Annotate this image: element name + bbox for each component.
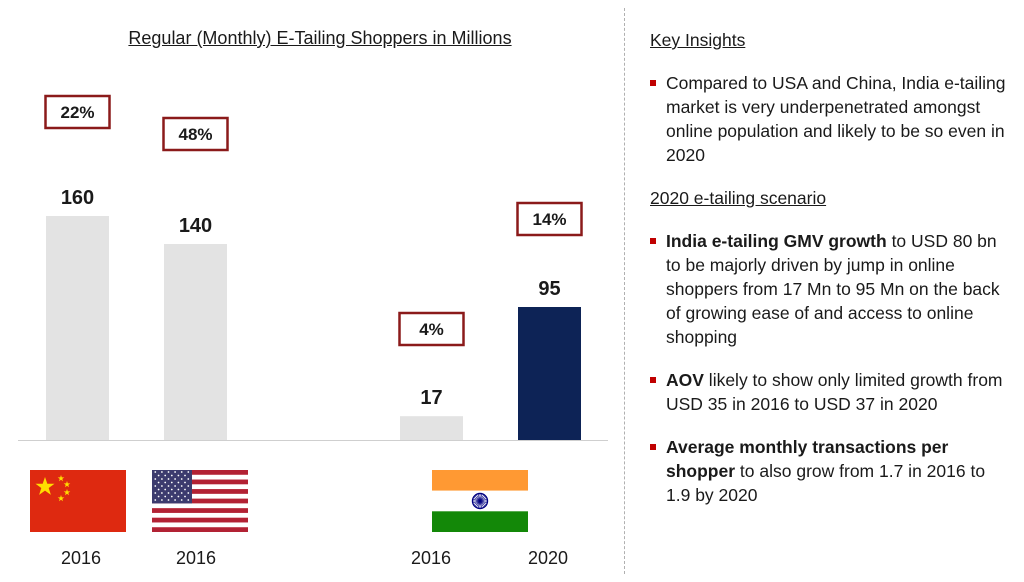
data-label-usa-2016: 140 bbox=[179, 215, 212, 237]
insight-bold: Average monthly transactions per shopper bbox=[666, 437, 949, 481]
insight-text: Compared to USA and China, India e-taili… bbox=[666, 73, 1006, 165]
penetration-label-india-2020: 14% bbox=[532, 210, 566, 229]
penetration-label-usa-2016: 48% bbox=[178, 125, 212, 144]
year-label-india-2016: 2016 bbox=[410, 548, 452, 568]
penetration-box-usa-2016 bbox=[162, 116, 229, 152]
china-flag-icon bbox=[30, 470, 126, 532]
insight-bullet-gmv: India e-tailing GMV growth to USD 80 bn … bbox=[650, 229, 1010, 349]
penetration-box-china-2016 bbox=[44, 94, 111, 130]
india-flag-icon bbox=[432, 470, 528, 532]
bar-chart: 160 22% 140 48% 17 4% 95 14% bbox=[18, 94, 608, 441]
data-label-india-2016: 17 bbox=[420, 387, 442, 409]
data-label-india-2020: 95 bbox=[538, 278, 560, 300]
key-insights-panel: Key Insights Compared to USA and China, … bbox=[650, 28, 1010, 507]
bar-usa-2016 bbox=[164, 244, 227, 440]
data-label-china-2016: 160 bbox=[61, 187, 94, 209]
insight-bullet-penetration: Compared to USA and China, India e-taili… bbox=[650, 71, 1010, 167]
insight-bullet-aov: AOV likely to show only limited growth f… bbox=[650, 368, 1010, 416]
penetration-box-india-2020 bbox=[516, 201, 583, 237]
scenario-heading: 2020 e-tailing scenario bbox=[650, 188, 827, 208]
year-label-china: 2016 bbox=[60, 548, 102, 568]
bar-india-2016 bbox=[400, 416, 463, 440]
insight-text: likely to show only limited growth from … bbox=[666, 370, 1003, 414]
usa-flag-icon bbox=[152, 470, 248, 532]
bar-china-2016 bbox=[46, 216, 109, 440]
penetration-box-india-2016 bbox=[398, 311, 465, 347]
year-label-india-2020: 2020 bbox=[527, 548, 569, 568]
penetration-label-china-2016: 22% bbox=[60, 103, 94, 122]
penetration-label-india-2016: 4% bbox=[419, 320, 444, 339]
bar-india-2020 bbox=[518, 307, 581, 440]
chart-title: Regular (Monthly) E-Tailing Shoppers in … bbox=[128, 28, 512, 48]
insight-bold: AOV bbox=[666, 370, 704, 390]
key-insights-heading: Key Insights bbox=[650, 30, 746, 50]
section-divider bbox=[624, 8, 625, 574]
year-label-usa: 2016 bbox=[175, 548, 217, 568]
insight-bold: India e-tailing GMV growth bbox=[666, 231, 887, 251]
insight-text: to USD 80 bn to be majorly driven by jum… bbox=[666, 231, 1000, 347]
insight-bullet-transactions: Average monthly transactions per shopper… bbox=[650, 435, 1010, 507]
insight-text: to also grow from 1.7 in 2016 to 1.9 by … bbox=[666, 461, 986, 505]
